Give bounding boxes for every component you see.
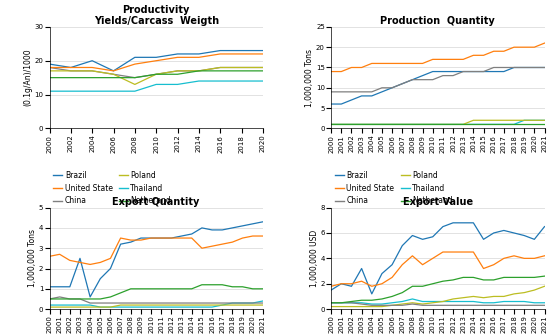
Title: Productivity
Yields/Carcass  Weigth: Productivity Yields/Carcass Weigth (94, 4, 219, 26)
Title: Export Quantity: Export Quantity (113, 197, 200, 207)
Y-axis label: (0.1g/An)/1000: (0.1g/An)/1000 (24, 49, 33, 107)
Title: Export Value: Export Value (403, 197, 473, 207)
Legend: Brazil, United State, China, Poland, Thailand, Netherand: Brazil, United State, China, Poland, Tha… (53, 171, 171, 205)
Y-axis label: 1,000,000 Tons: 1,000,000 Tons (305, 49, 315, 107)
Y-axis label: 1,000,000 USD: 1,000,000 USD (310, 230, 319, 287)
Title: Production  Quantity: Production Quantity (381, 16, 495, 26)
Legend: Brazil, United State, China, Poland, Thailand, Netherand: Brazil, United State, China, Poland, Tha… (335, 171, 453, 205)
Y-axis label: 1,000,000 Tons: 1,000,000 Tons (29, 229, 37, 287)
